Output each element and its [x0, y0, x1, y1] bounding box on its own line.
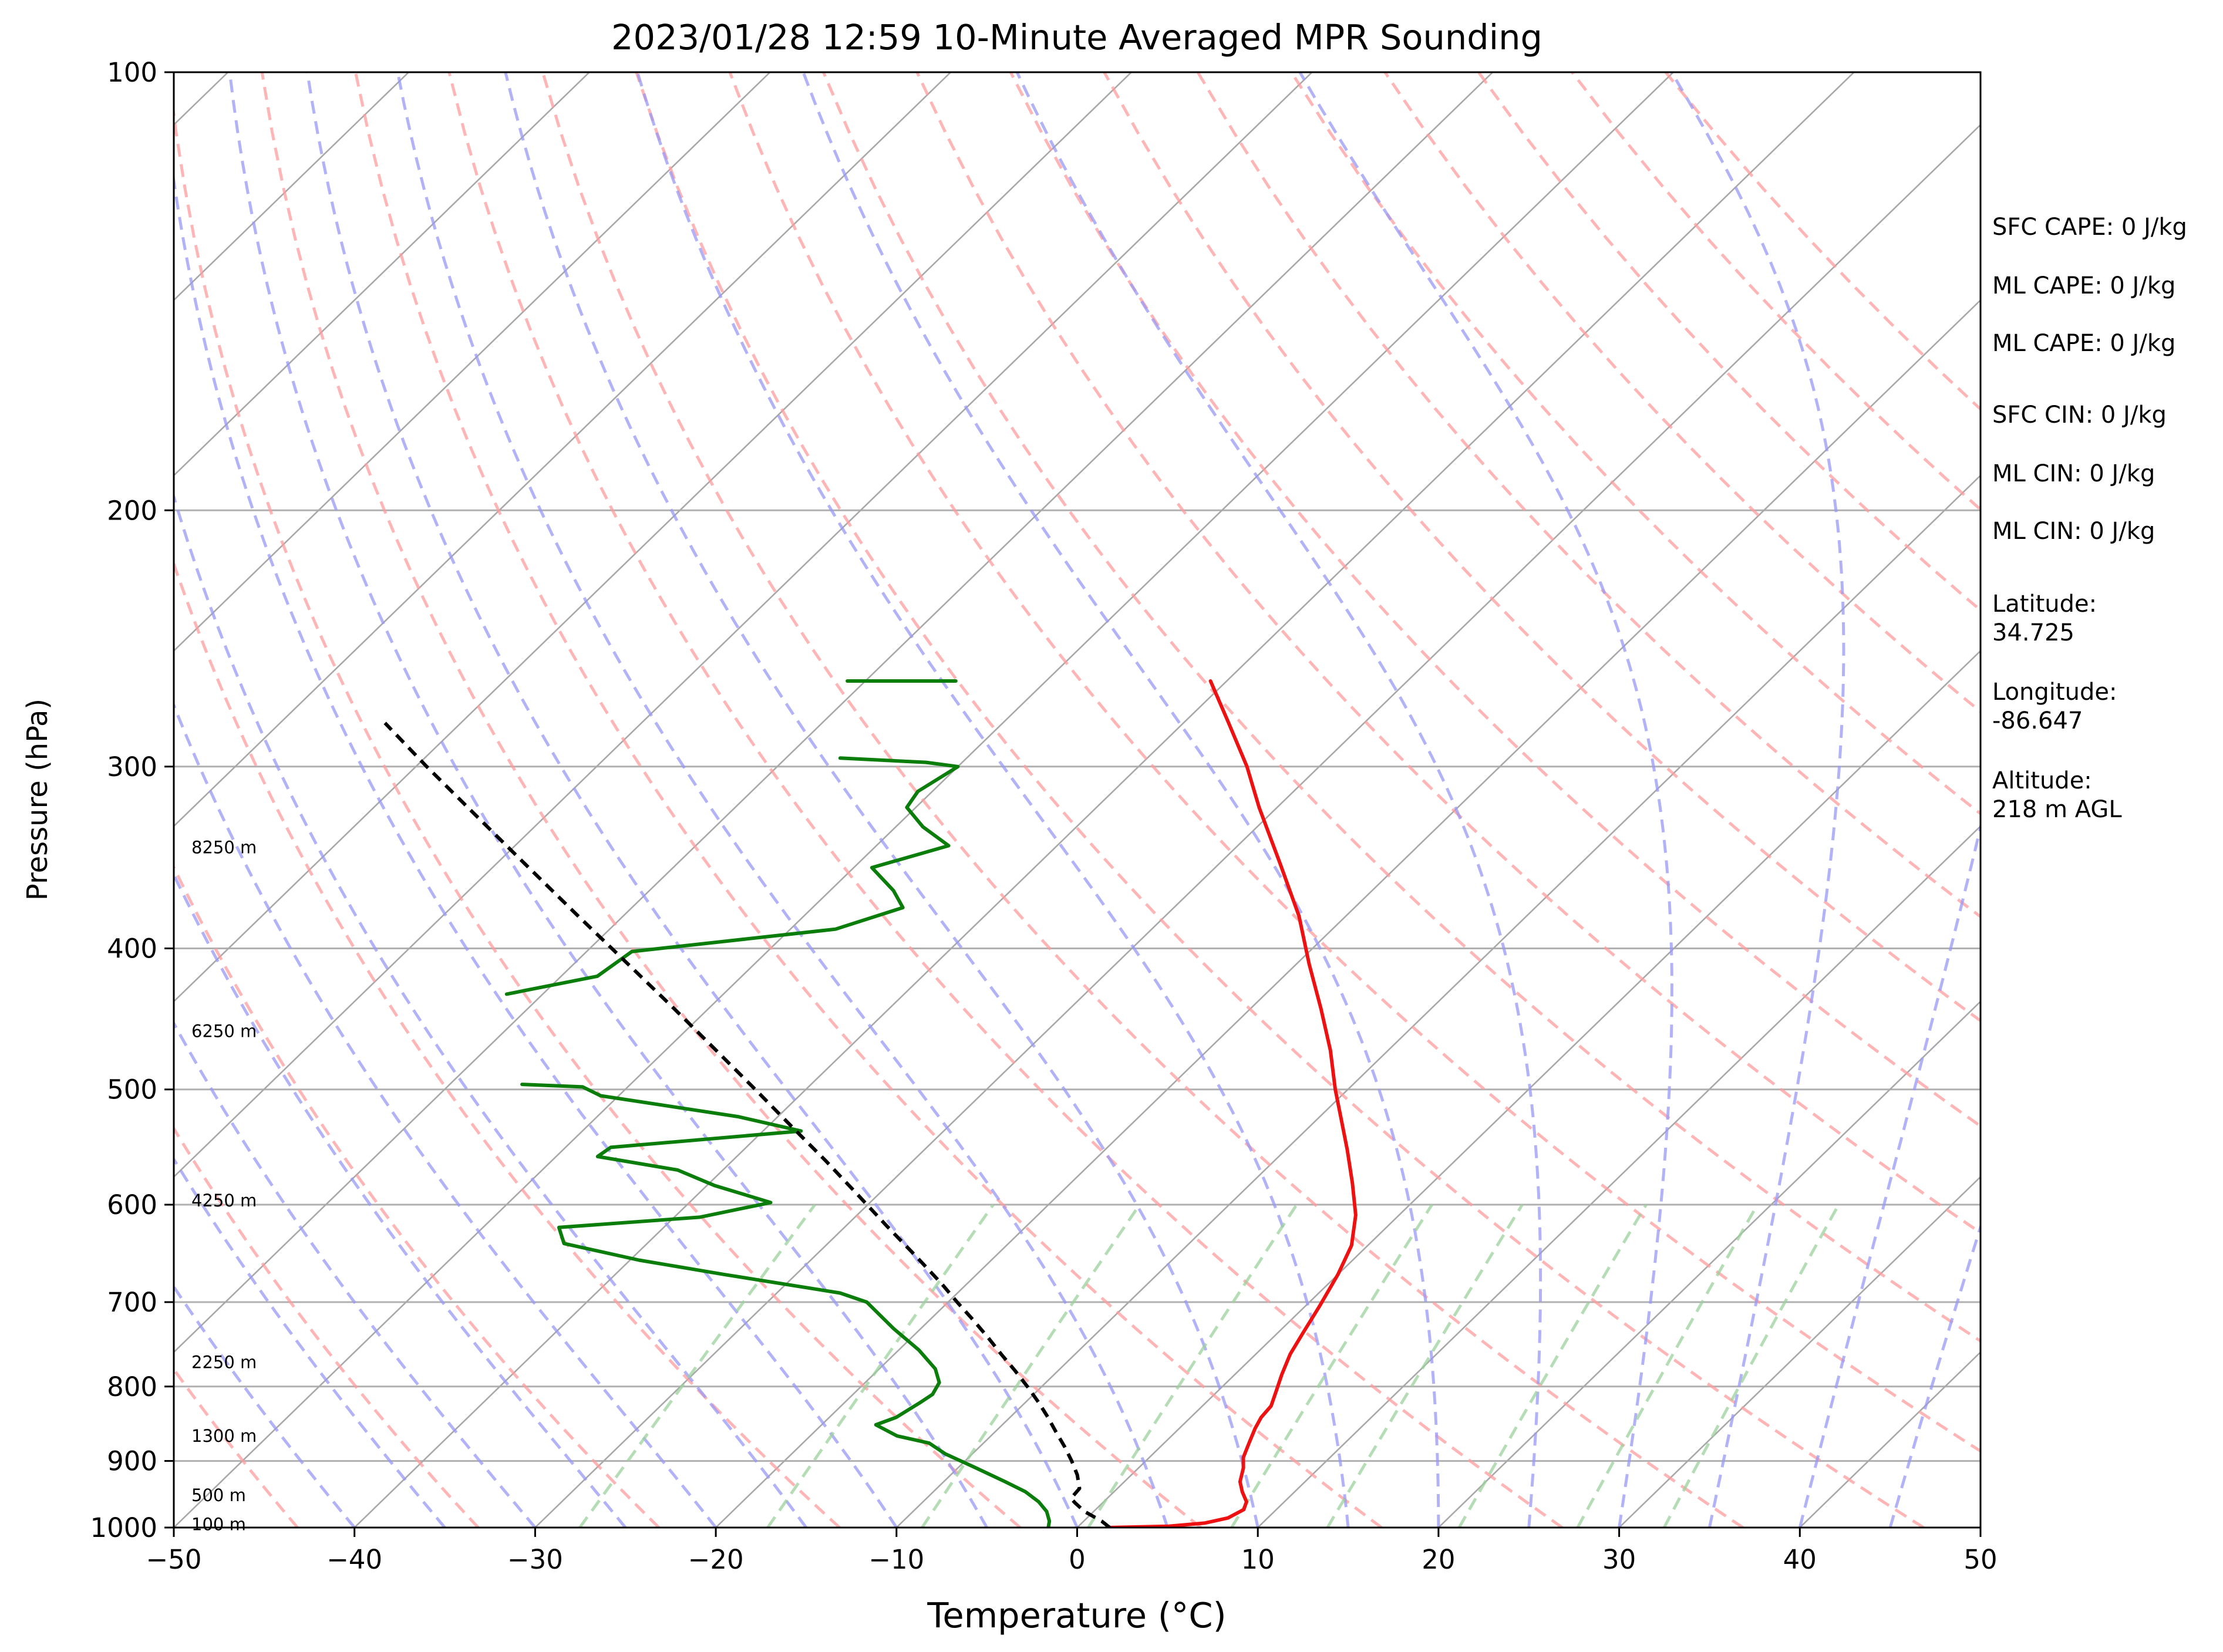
info-panel-line: Altitude:	[1992, 767, 2092, 794]
y-tick-label: 1000	[90, 1512, 157, 1543]
info-panel-line: Longitude:	[1992, 679, 2117, 706]
info-panel-item: ML CAPE: 0 J/kg	[1992, 272, 2175, 299]
y-tick-label: 800	[107, 1371, 157, 1402]
height-label: 500 m	[191, 1485, 246, 1505]
info-panel-item: ML CIN: 0 J/kg	[1992, 518, 2155, 545]
x-tick-label: 50	[1963, 1544, 1997, 1575]
info-panel-item: ML CAPE: 0 J/kg	[1992, 330, 2175, 357]
x-tick-label: 10	[1241, 1544, 1275, 1575]
height-label: 2250 m	[191, 1353, 257, 1373]
x-tick-label: −40	[326, 1544, 382, 1575]
info-panel-line: SFC CIN: 0 J/kg	[1992, 402, 2167, 429]
info-panel-item: ML CIN: 0 J/kg	[1992, 460, 2155, 487]
x-tick-label: 30	[1602, 1544, 1636, 1575]
y-axis-title: Pressure (hPa)	[21, 699, 54, 901]
info-panel-line: ML CAPE: 0 J/kg	[1992, 272, 2175, 299]
y-tick-label: 100	[107, 57, 157, 88]
height-label: 4250 m	[191, 1191, 257, 1211]
y-tick-label: 600	[107, 1189, 157, 1221]
y-tick-label: 700	[107, 1287, 157, 1318]
y-tick-label: 200	[107, 495, 157, 526]
y-tick-label: 400	[107, 933, 157, 965]
info-panel-item: SFC CIN: 0 J/kg	[1992, 402, 2167, 429]
chart-title: 2023/01/28 12:59 10-Minute Averaged MPR …	[611, 17, 1542, 58]
info-panel-line: 218 m AGL	[1992, 796, 2122, 823]
x-tick-label: 40	[1783, 1544, 1817, 1575]
height-label: 8250 m	[191, 838, 257, 858]
height-label: 6250 m	[191, 1021, 257, 1041]
x-tick-label: −50	[146, 1544, 202, 1575]
x-tick-label: 20	[1422, 1544, 1455, 1575]
info-panel-line: ML CIN: 0 J/kg	[1992, 518, 2155, 545]
x-tick-label: −30	[507, 1544, 563, 1575]
x-axis-title: Temperature (°C)	[927, 1595, 1226, 1636]
info-panel-line: ML CIN: 0 J/kg	[1992, 460, 2155, 487]
info-panel-item: SFC CAPE: 0 J/kg	[1992, 214, 2187, 241]
x-tick-label: −20	[688, 1544, 744, 1575]
info-panel-line: -86.647	[1992, 707, 2083, 734]
y-tick-label: 900	[107, 1446, 157, 1477]
info-panel-line: ML CAPE: 0 J/kg	[1992, 330, 2175, 357]
info-panel-line: Latitude:	[1992, 591, 2097, 618]
x-tick-label: −10	[868, 1544, 924, 1575]
y-tick-label: 300	[107, 751, 157, 783]
y-tick-label: 500	[107, 1074, 157, 1105]
height-label: 1300 m	[191, 1426, 257, 1446]
info-panel-line: SFC CAPE: 0 J/kg	[1992, 214, 2187, 241]
height-label: 100 m	[191, 1515, 246, 1535]
info-panel-line: 34.725	[1992, 619, 2074, 646]
x-tick-label: 0	[1069, 1544, 1086, 1575]
